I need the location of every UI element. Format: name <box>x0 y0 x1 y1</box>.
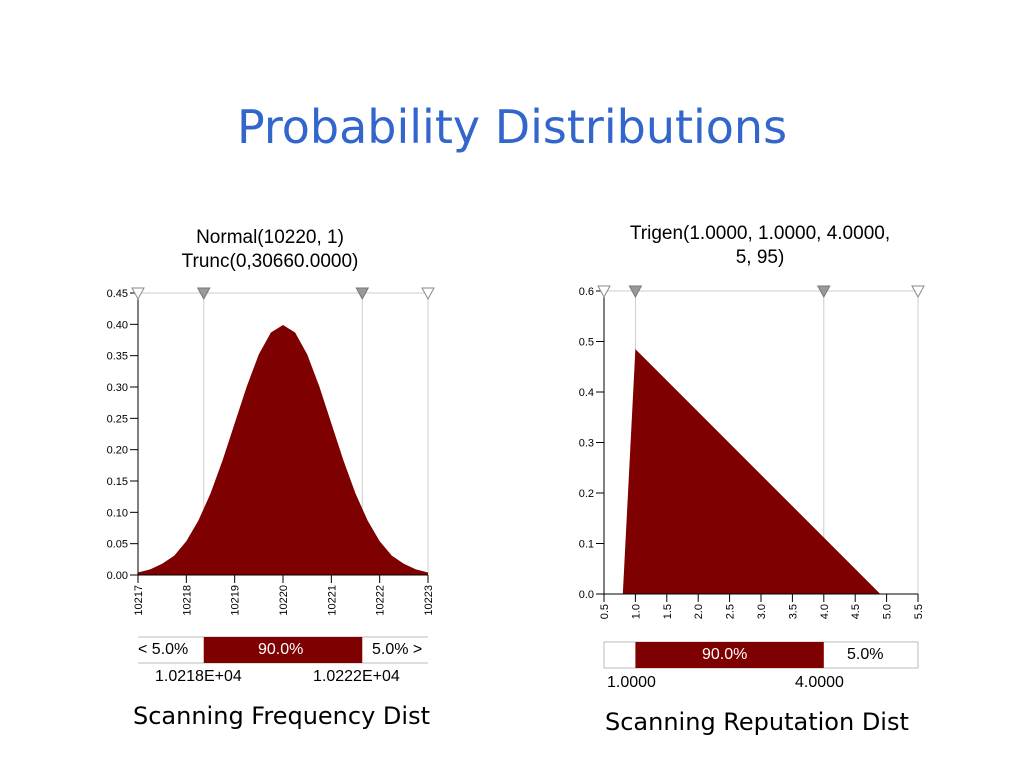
chart2-right-value: 4.0000 <box>795 674 844 691</box>
chart1-y-tick-label: 0.10 <box>107 507 128 519</box>
chart2-x-tick-label: 1.5 <box>662 604 674 619</box>
chart1-x-tick-label: 10219 <box>230 585 242 616</box>
chart1-x-tick-label: 10220 <box>278 585 290 616</box>
chart2-distribution-area <box>622 349 881 594</box>
chart2-left-value: 1.0000 <box>607 674 656 691</box>
chart2-x-tick-label: 5.0 <box>882 604 894 619</box>
chart1-right-value: 1.0222E+04 <box>313 668 400 685</box>
chart1-open-marker-triangle-1 <box>421 287 435 301</box>
chart1-band-left-label: < 5.0% <box>138 641 189 658</box>
chart1-y-tick-label: 0.35 <box>107 351 128 363</box>
chart2-y-tick-label: 0.2 <box>579 488 594 500</box>
chart2-y-tick-label: 0.1 <box>579 539 594 551</box>
chart2-x-tick-label: 0.5 <box>599 604 611 619</box>
chart1-x-tick-label: 10217 <box>133 585 145 616</box>
chart1-x-tick-label: 10221 <box>326 585 338 616</box>
chart2-y-tick-label: 0.6 <box>579 286 594 298</box>
chart2-open-marker-triangle-0 <box>597 285 611 299</box>
chart2-y-tick-label: 0.4 <box>579 387 594 399</box>
chart2-band-middle-label: 90.0% <box>702 646 748 663</box>
chart2-marker-triangle-0 <box>628 285 643 299</box>
chart1-y-tick-label: 0.45 <box>107 288 128 300</box>
chart2-band-right-label: 5.0% <box>847 646 884 663</box>
chart1-title-line1: Normal(10220, 1) <box>196 227 344 248</box>
chart1-band-middle-label: 90.0% <box>258 641 304 658</box>
chart1-y-tick-label: 0.15 <box>107 476 128 488</box>
chart1-y-tick-label: 0.25 <box>107 413 128 425</box>
chart1-y-tick-label: 0.05 <box>107 539 128 551</box>
chart1-x-tick-label: 10222 <box>375 585 387 616</box>
chart1-x-tick-label: 10223 <box>423 585 435 616</box>
chart1-band-right-label: 5.0% > <box>372 641 423 658</box>
chart1-marker-triangle-0 <box>196 287 211 301</box>
chart2-caption: Scanning Reputation Dist <box>605 708 909 736</box>
chart2-title-line1: Trigen(1.0000, 1.0000, 4.0000, <box>629 223 891 244</box>
chart1-y-tick-label: 0.20 <box>107 445 128 457</box>
chart1-y-tick-label: 0.00 <box>107 570 128 582</box>
chart1-x-tick-label: 10218 <box>181 585 193 616</box>
chart2-marker-triangle-1 <box>816 285 831 299</box>
chart2-title-line2: 5, 95) <box>735 247 785 268</box>
chart2-y-tick-label: 0.3 <box>579 438 594 450</box>
chart2-x-tick-label: 5.5 <box>913 604 925 619</box>
chart1-y-tick-label: 0.30 <box>107 382 128 394</box>
chart2-open-marker-triangle-1 <box>911 285 925 299</box>
chart1-open-marker-triangle-0 <box>131 287 145 301</box>
chart1-marker-triangle-1 <box>355 287 370 301</box>
chart2-x-tick-label: 4.0 <box>819 604 831 619</box>
chart2-x-tick-label: 2.0 <box>693 604 705 619</box>
chart2-band-fill <box>635 642 824 668</box>
chart1-left-value: 1.0218E+04 <box>155 668 242 685</box>
chart1-y-tick-label: 0.40 <box>107 319 128 331</box>
chart1-title: Normal(10220, 1) Trunc(0,30660.0000) <box>130 226 410 274</box>
chart1-distribution-area <box>138 325 428 575</box>
chart1-band-fill <box>203 637 363 663</box>
slide-title: Probability Distributions <box>236 100 788 154</box>
chart2-y-tick-label: 0.0 <box>579 589 594 601</box>
chart2-x-tick-label: 2.5 <box>725 604 737 619</box>
chart2-x-tick-label: 1.0 <box>630 604 642 619</box>
chart1-title-line2: Trunc(0,30660.0000) <box>181 251 359 272</box>
chart2-x-tick-label: 3.5 <box>787 604 799 619</box>
chart2-title: Trigen(1.0000, 1.0000, 4.0000, 5, 95) <box>590 222 930 270</box>
chart2-x-tick-label: 4.5 <box>850 604 862 619</box>
chart2-y-tick-label: 0.5 <box>579 337 594 349</box>
chart1-caption: Scanning Frequency Dist <box>133 702 430 730</box>
chart2-x-tick-label: 3.0 <box>756 604 768 619</box>
